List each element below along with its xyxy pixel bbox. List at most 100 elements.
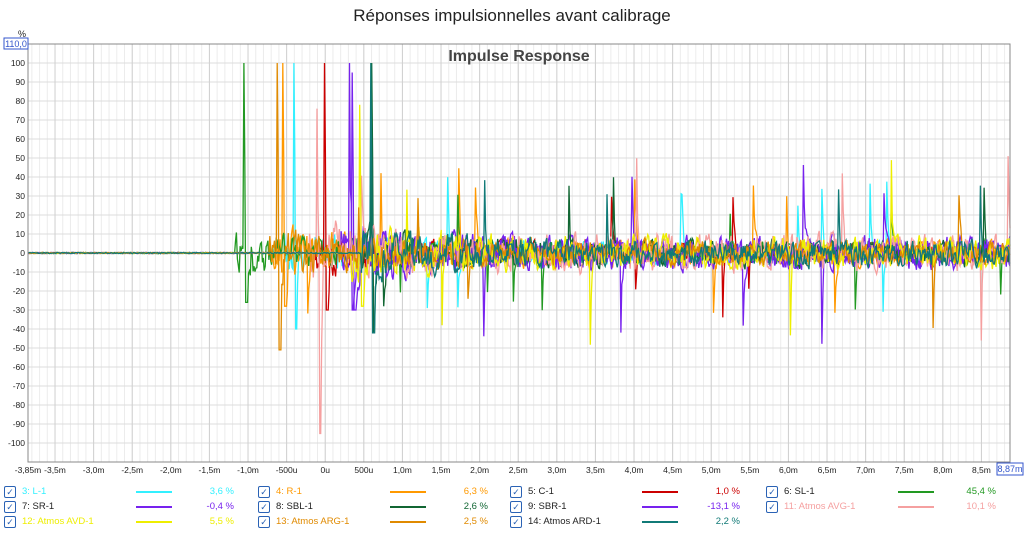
y-tick-label: -90 [13,419,26,429]
legend-item[interactable]: ✓ 14: Atmos ARD-1 2,2 % [510,515,760,531]
y-axis-unit: % [18,29,26,39]
legend-item[interactable]: ✓ 4: R-1 6,3 % [258,485,508,501]
impulse-response-chart: 1009080706050403020100-10-20-30-40-50-60… [3,29,1024,476]
legend-label: 14: Atmos ARD-1 [528,516,601,527]
legend-swatch [642,491,678,493]
legend-value: 6,3 % [463,486,488,497]
legend-item[interactable]: ✓ 12: Atmos AVD-1 5,5 % [4,515,254,531]
x-tick-label: 4,0m [625,465,644,475]
legend-value: 2,2 % [715,516,740,527]
x-tick-label: -2,5m [121,465,143,475]
svg-text:110,0: 110,0 [5,39,27,49]
legend-checkbox[interactable]: ✓ [4,501,16,513]
x-tick-label: -500u [276,465,298,475]
legend-checkbox[interactable]: ✓ [258,501,270,513]
x-tick-label: 5,5m [740,465,759,475]
y-tick-label: 0 [20,248,25,258]
x-tick-label: 1,5m [432,465,451,475]
y-tick-label: -40 [13,324,26,334]
legend-label: 9: SBR-1 [528,501,567,512]
legend-value: 1,0 % [715,486,740,497]
legend-item[interactable]: ✓ 11: Atmos AVG-1 10,1 % [766,500,1016,516]
x-tick-label: 2,5m [509,465,528,475]
legend-item[interactable]: ✓ 8: SBL-1 2,6 % [258,500,508,516]
y-tick-label: 30 [16,191,26,201]
y-tick-label: 50 [16,153,26,163]
legend-label: 5: C-1 [528,486,554,497]
y-tick-label: 90 [16,77,26,87]
legend-swatch [136,506,172,508]
x-right-readout[interactable]: 8,87m [996,462,1024,476]
y-tick-label: 100 [11,58,25,68]
legend-label: 8: SBL-1 [276,501,313,512]
legend-item[interactable]: ✓ 6: SL-1 45,4 % [766,485,1016,501]
y-top-readout[interactable]: 110,0 [3,37,29,50]
x-tick-label: 7,5m [895,465,914,475]
x-tick-label: -3,0m [83,465,105,475]
legend-item[interactable]: ✓ 7: SR-1 -0,4 % [4,500,254,516]
page-title: Réponses impulsionnelles avant calibrage [353,6,671,25]
legend-checkbox[interactable]: ✓ [766,501,778,513]
y-tick-label: 80 [16,96,26,106]
legend-checkbox[interactable]: ✓ [258,486,270,498]
legend-value: 5,5 % [209,516,234,527]
legend-label: 4: R-1 [276,486,302,497]
x-tick-label: 8,0m [933,465,952,475]
x-tick-label: 1,0m [393,465,412,475]
legend-swatch [136,491,172,493]
x-tick-label: 7,0m [856,465,875,475]
legend-item[interactable]: ✓ 3: L-1 3,6 % [4,485,254,501]
x-tick-label: 2,0m [470,465,489,475]
y-tick-label: -80 [13,400,26,410]
legend-checkbox[interactable]: ✓ [4,486,16,498]
legend-swatch [390,491,426,493]
series-line-4 [27,62,1011,337]
y-tick-label: 70 [16,115,26,125]
legend-checkbox[interactable]: ✓ [766,486,778,498]
legend-swatch [642,506,678,508]
y-tick-label: -60 [13,362,26,372]
x-tick-label: -1,5m [199,465,221,475]
legend-label: 12: Atmos AVD-1 [22,516,94,527]
legend-item[interactable]: ✓ 13: Atmos ARG-1 2,5 % [258,515,508,531]
series-line-8 [27,104,1011,345]
x-tick-label: -1,0m [237,465,259,475]
legend-checkbox[interactable]: ✓ [510,516,522,528]
y-tick-label: 10 [16,229,26,239]
legend-item[interactable]: ✓ 9: SBR-1 -13,1 % [510,500,760,516]
legend-value: 2,6 % [463,501,488,512]
y-tick-label: -10 [13,267,26,277]
legend-item[interactable]: ✓ 5: C-1 1,0 % [510,485,760,501]
x-tick-label: 0u [320,465,330,475]
legend-label: 3: L-1 [22,486,47,497]
legend-checkbox[interactable]: ✓ [510,486,522,498]
legend-label: 6: SL-1 [784,486,815,497]
chart-title: Impulse Response [448,48,589,65]
legend-value: 10,1 % [966,501,996,512]
legend-checkbox[interactable]: ✓ [4,516,16,528]
legend-swatch [390,521,426,523]
legend-swatch [642,521,678,523]
x-tick-label: 500u [354,465,373,475]
legend-checkbox[interactable]: ✓ [510,501,522,513]
legend-value: 2,5 % [463,516,488,527]
y-tick-label: -30 [13,305,26,315]
series-line-10 [27,62,1011,334]
x-tick-label: -3,5m [44,465,66,475]
x-tick-label: 8,5m [972,465,991,475]
x-tick-label: 3,5m [586,465,605,475]
legend-swatch [898,506,934,508]
series-line-6 [27,72,1011,344]
y-tick-label: -100 [8,438,25,448]
series-line-7 [27,108,1011,435]
legend-label: 11: Atmos AVG-1 [784,501,856,512]
legend-swatch [136,521,172,523]
legend-value: 45,4 % [966,486,996,497]
legend-checkbox[interactable]: ✓ [258,516,270,528]
series-line-3 [27,62,1011,311]
y-tick-label: 20 [16,210,26,220]
legend-value: -13,1 % [707,501,740,512]
y-tick-label: 40 [16,172,26,182]
legend-value: 3,6 % [209,486,234,497]
svg-text:8,87m: 8,87m [997,464,1022,474]
